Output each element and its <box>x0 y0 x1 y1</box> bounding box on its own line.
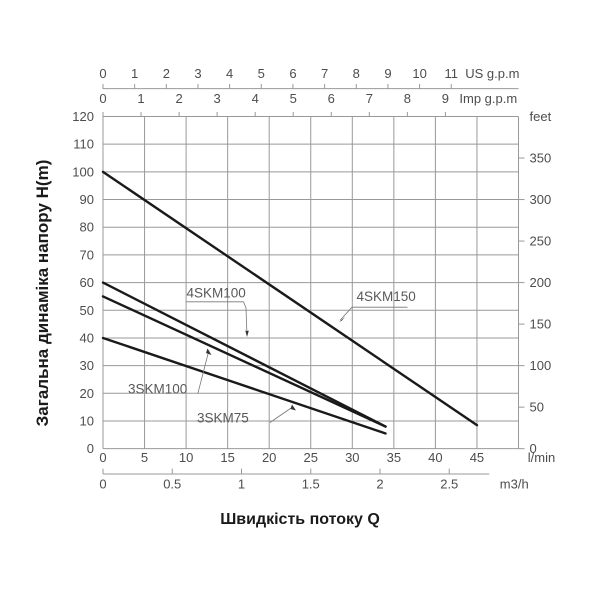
svg-text:0: 0 <box>87 441 94 456</box>
svg-text:70: 70 <box>80 247 94 262</box>
svg-text:2: 2 <box>175 91 182 106</box>
svg-text:20: 20 <box>262 450 276 465</box>
svg-text:0: 0 <box>99 450 106 465</box>
svg-text:0: 0 <box>99 91 106 106</box>
svg-text:10: 10 <box>80 413 94 428</box>
svg-text:8: 8 <box>353 66 360 81</box>
svg-text:45: 45 <box>470 450 484 465</box>
svg-text:11: 11 <box>445 66 459 81</box>
svg-text:10: 10 <box>412 66 426 81</box>
svg-text:0.5: 0.5 <box>163 477 181 492</box>
svg-text:1: 1 <box>137 91 144 106</box>
svg-text:3SKM100: 3SKM100 <box>128 382 187 397</box>
svg-text:4SKM150: 4SKM150 <box>357 289 416 304</box>
svg-text:3SKM75: 3SKM75 <box>197 411 249 426</box>
svg-text:4: 4 <box>252 91 259 106</box>
svg-text:350: 350 <box>530 151 552 166</box>
svg-text:2: 2 <box>376 477 383 492</box>
svg-text:100: 100 <box>530 358 552 373</box>
svg-text:1: 1 <box>238 477 245 492</box>
svg-text:Швидкість потоку Q: Швидкість потоку Q <box>220 511 380 528</box>
svg-text:250: 250 <box>530 234 552 249</box>
svg-text:9: 9 <box>384 66 391 81</box>
svg-text:6: 6 <box>289 66 296 81</box>
svg-text:150: 150 <box>530 317 552 332</box>
svg-text:35: 35 <box>387 450 401 465</box>
svg-text:US g.p.m: US g.p.m <box>465 66 519 81</box>
svg-text:300: 300 <box>530 192 552 207</box>
svg-text:100: 100 <box>72 164 94 179</box>
svg-text:120: 120 <box>72 109 94 124</box>
svg-text:80: 80 <box>80 220 94 235</box>
svg-text:50: 50 <box>80 303 94 318</box>
svg-text:20: 20 <box>80 386 94 401</box>
svg-text:Imp g.p.m: Imp g.p.m <box>459 91 517 106</box>
svg-text:40: 40 <box>428 450 442 465</box>
svg-text:5: 5 <box>141 450 148 465</box>
svg-text:7: 7 <box>366 91 373 106</box>
svg-text:30: 30 <box>80 358 94 373</box>
svg-text:5: 5 <box>258 66 265 81</box>
svg-text:Загальна динаміка напору H(m): Загальна динаміка напору H(m) <box>33 160 52 427</box>
svg-text:7: 7 <box>321 66 328 81</box>
svg-text:90: 90 <box>80 192 94 207</box>
svg-text:5: 5 <box>290 91 297 106</box>
svg-text:9: 9 <box>442 91 449 106</box>
svg-text:3: 3 <box>194 66 201 81</box>
svg-text:25: 25 <box>304 450 318 465</box>
svg-text:0: 0 <box>99 477 106 492</box>
svg-text:200: 200 <box>530 275 552 290</box>
svg-text:30: 30 <box>345 450 359 465</box>
svg-text:1: 1 <box>131 66 138 81</box>
svg-text:0: 0 <box>99 66 106 81</box>
svg-text:2.5: 2.5 <box>440 477 458 492</box>
svg-text:15: 15 <box>220 450 234 465</box>
svg-text:60: 60 <box>80 275 94 290</box>
svg-text:6: 6 <box>328 91 335 106</box>
svg-text:0: 0 <box>530 441 537 456</box>
svg-text:feet: feet <box>530 109 552 124</box>
svg-text:110: 110 <box>73 137 94 152</box>
svg-text:3: 3 <box>214 91 221 106</box>
svg-text:2: 2 <box>163 66 170 81</box>
svg-text:m3/h: m3/h <box>500 477 529 492</box>
svg-text:1.5: 1.5 <box>302 477 320 492</box>
svg-text:4SKM100: 4SKM100 <box>187 286 246 301</box>
svg-text:4: 4 <box>226 66 233 81</box>
svg-text:8: 8 <box>404 91 411 106</box>
svg-text:40: 40 <box>80 330 94 345</box>
svg-text:10: 10 <box>179 450 193 465</box>
svg-text:50: 50 <box>530 400 544 415</box>
